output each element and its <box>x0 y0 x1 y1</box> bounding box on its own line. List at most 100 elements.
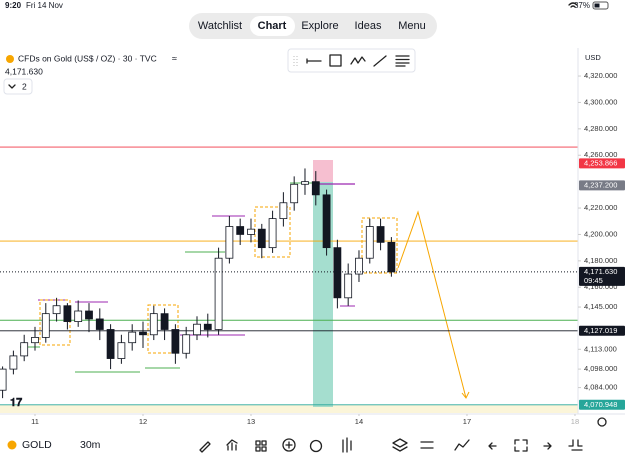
tool-rect[interactable] <box>329 54 342 67</box>
tool-hline[interactable] <box>306 58 322 64</box>
symbol-price: 4,171.630 <box>5 66 43 76</box>
zone <box>0 405 578 413</box>
tab-active-bg <box>250 16 295 36</box>
x-tick-label: 13 <box>247 417 255 426</box>
indicator-count: 2 <box>22 81 27 91</box>
tv-logo: 𝟏𝟕 <box>10 397 23 409</box>
candle-body <box>0 368 7 391</box>
battery-icon <box>592 1 609 10</box>
candle-body <box>128 331 137 344</box>
add-icon[interactable] <box>282 438 296 452</box>
candle-body <box>322 194 331 249</box>
y-tick-label: 4,200.000 <box>584 229 617 238</box>
candle-body <box>160 313 169 330</box>
date: Fri 14 Nov <box>26 1 63 10</box>
last-price-tag <box>579 266 625 286</box>
candle-body <box>139 331 147 336</box>
symbol-name[interactable]: CFDs on Gold (US$ / OZ) · 30 · TVC <box>18 53 157 63</box>
candle-body <box>203 323 212 330</box>
tab[interactable]: Explore <box>301 20 338 32</box>
draw-icon[interactable] <box>199 441 211 453</box>
currency[interactable]: USD <box>585 53 601 62</box>
last-price-label: 4,171.630 <box>584 267 617 276</box>
symbol-icon <box>7 440 17 450</box>
candle-body <box>344 273 353 299</box>
y-tick-label: 4,160.000 <box>584 282 617 291</box>
y-tick-label: 4,260.000 <box>584 150 617 159</box>
zone-box <box>361 217 398 274</box>
bottom-interval[interactable]: 30m <box>80 439 101 451</box>
tab[interactable]: Menu <box>398 20 426 32</box>
candle-body <box>63 305 72 322</box>
candle-body <box>182 334 191 354</box>
tab[interactable]: Chart <box>258 20 287 32</box>
undo-icon[interactable] <box>488 442 497 450</box>
y-tick-label: 4,180.000 <box>584 256 617 265</box>
fullscreen-icon[interactable] <box>514 439 528 452</box>
indicators-icon[interactable] <box>226 439 238 451</box>
zone-box <box>254 206 291 258</box>
x-tick-label: 14 <box>355 417 363 426</box>
countdown: 09:45 <box>584 276 603 285</box>
battery-level: 37% <box>574 1 590 10</box>
candle-body <box>117 342 126 359</box>
projection-arrow <box>461 391 470 399</box>
candle-body <box>311 181 320 196</box>
redo-icon[interactable] <box>543 442 552 450</box>
tab[interactable]: Watchlist <box>198 20 242 32</box>
candle-body <box>41 313 50 338</box>
candle-body <box>171 329 180 354</box>
tab[interactable]: Ideas <box>355 20 382 32</box>
battery-fill <box>594 3 600 8</box>
templates-icon[interactable] <box>255 440 267 452</box>
projection <box>397 210 467 399</box>
candle-body <box>52 305 61 315</box>
chevron <box>8 84 16 89</box>
price-tag <box>579 158 625 169</box>
tool-fib[interactable] <box>395 55 410 67</box>
candle-body <box>355 257 363 275</box>
price-tag-label: 4,253.866 <box>584 158 617 167</box>
symbol-flag: ≈ <box>172 53 177 63</box>
candle-body <box>247 228 255 235</box>
x-tick-label: 12 <box>139 417 147 426</box>
alert-icon[interactable] <box>309 439 323 453</box>
y-tick-label: 4,113.000 <box>584 344 617 353</box>
candle-body <box>31 337 39 344</box>
settings-sliders[interactable] <box>420 441 434 449</box>
tool-pattern[interactable] <box>350 56 366 65</box>
candle-body <box>74 310 83 322</box>
candle-body <box>301 181 309 185</box>
y-tick-label: 4,084.000 <box>584 383 617 392</box>
zone-box <box>39 299 71 346</box>
settings-icon[interactable] <box>597 417 607 427</box>
x-tick-label: 11 <box>31 417 39 426</box>
y-tick-label: 4,300.000 <box>584 97 617 106</box>
price-tag <box>579 180 625 191</box>
zone-box <box>147 304 179 354</box>
price-tag <box>579 325 625 336</box>
candle-body <box>387 241 396 273</box>
candle-body <box>376 226 385 243</box>
candle-body <box>225 226 234 259</box>
indicator-toggle[interactable] <box>3 78 33 95</box>
price-tag-label: 4,237.200 <box>584 180 617 189</box>
layers-icon[interactable] <box>392 438 408 452</box>
x-tick-label: 18 <box>571 417 579 426</box>
y-tick-label: 4,280.000 <box>584 124 617 133</box>
wifi-icon <box>568 2 578 8</box>
candle-body <box>149 313 158 336</box>
bottom-symbol[interactable]: GOLD <box>22 439 52 451</box>
tool-trendline[interactable] <box>373 55 387 67</box>
share-icon[interactable] <box>568 439 583 451</box>
candle-body <box>106 329 115 359</box>
replay-icon[interactable] <box>342 437 352 453</box>
price-axis <box>578 48 625 414</box>
candle-body <box>9 355 18 370</box>
ideas-icon[interactable] <box>454 439 470 451</box>
clock: 9:20 <box>5 1 22 10</box>
candle-body <box>193 323 201 336</box>
y-tick-label: 4,320.000 <box>584 71 617 80</box>
y-tick-label: 4,220.000 <box>584 203 617 212</box>
